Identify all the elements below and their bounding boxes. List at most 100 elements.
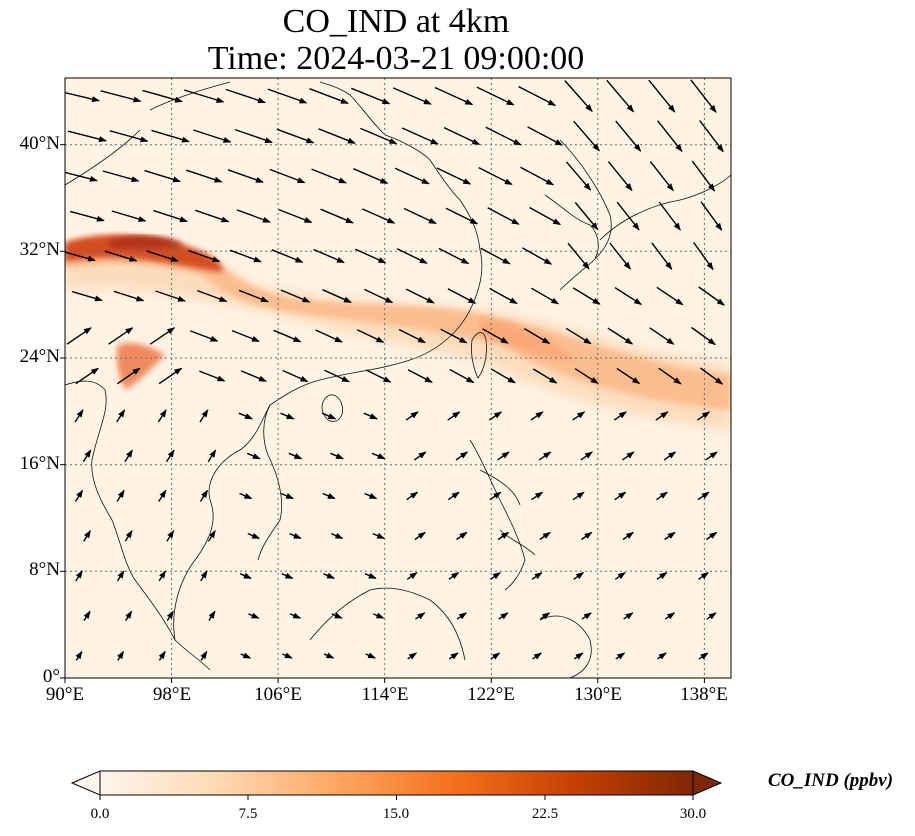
wind-arrow <box>622 451 635 461</box>
wind-arrow <box>693 242 714 271</box>
wind-arrow <box>615 120 642 152</box>
wind-arrow <box>155 290 186 302</box>
wind-arrow <box>497 451 510 461</box>
wind-arrow <box>113 290 145 302</box>
wind-arrow <box>530 411 544 421</box>
wind-arrow <box>365 652 377 659</box>
wind-arrow <box>74 489 84 502</box>
wind-arrow <box>193 129 232 143</box>
wind-arrow <box>158 650 166 661</box>
wind-arrow <box>614 491 627 501</box>
wind-arrow <box>153 209 188 223</box>
wind-arrow <box>199 409 209 423</box>
wind-arrow <box>149 327 176 345</box>
wind-arrow <box>572 411 586 421</box>
wind-arrow <box>480 247 511 265</box>
wind-arrow <box>531 572 543 580</box>
wind-arrow <box>353 168 389 184</box>
wind-arrow <box>488 411 503 421</box>
wind-arrow <box>456 612 468 620</box>
wind-arrow <box>83 610 91 621</box>
wind-arrow <box>532 652 543 660</box>
wind-arrow <box>75 570 83 582</box>
wind-arrow <box>322 289 352 303</box>
wind-arrow <box>311 168 347 184</box>
wind-arrow <box>443 126 481 146</box>
wind-arrow <box>280 412 295 420</box>
lat-label-32n: 32°N <box>19 239 60 260</box>
wind-arrow <box>125 610 133 621</box>
wind-arrow <box>414 531 426 541</box>
wind-arrow <box>398 328 426 344</box>
wind-arrow <box>365 369 392 383</box>
wind-arrow <box>124 529 133 542</box>
map-title-line1: CO_IND at 4km <box>282 3 510 40</box>
coastlines <box>65 81 731 678</box>
wind-arrow <box>523 327 551 345</box>
wind-arrow <box>351 87 391 105</box>
wind-arrow <box>269 168 306 184</box>
wind-arrow <box>309 88 349 104</box>
wind-arrow <box>606 79 635 113</box>
lon-label-114e: 114°E <box>361 684 409 705</box>
colorbar-tick-15: 15.0 <box>382 806 410 822</box>
wind-arrow <box>664 531 676 541</box>
wind-arrow <box>200 650 208 661</box>
wind-arrow <box>564 80 593 113</box>
wind-arrow <box>320 208 354 224</box>
wind-arrow <box>573 652 584 660</box>
wind-arrow <box>656 572 668 580</box>
wind-vectors <box>65 79 725 661</box>
wind-arrow <box>438 247 470 265</box>
colorbar-gradient <box>99 770 694 796</box>
wind-arrow <box>436 167 472 185</box>
wind-arrow <box>373 612 385 619</box>
lat-label-40n: 40°N <box>19 133 60 154</box>
co-hotspot-myanmar <box>116 343 165 390</box>
wind-arrow <box>207 449 217 463</box>
wind-arrow <box>658 367 682 385</box>
wind-arrow <box>158 570 166 582</box>
wind-arrow <box>392 87 432 105</box>
wind-arrow <box>238 289 269 303</box>
wind-arrow <box>71 290 103 302</box>
wind-arrow <box>656 286 684 306</box>
wind-arrow <box>574 368 599 384</box>
wind-arrow <box>449 368 475 384</box>
wind-arrow <box>227 169 264 183</box>
wind-arrow <box>282 369 309 383</box>
wind-arrow <box>183 89 225 103</box>
wind-arrow <box>67 130 107 142</box>
axis-ticks <box>60 144 705 683</box>
wind-arrow <box>522 247 553 265</box>
lon-label-138e: 138°E <box>680 684 728 705</box>
wind-arrow <box>394 167 430 185</box>
wind-arrow <box>406 491 419 501</box>
wind-arrow <box>324 369 350 383</box>
wind-arrow <box>158 367 183 385</box>
wind-arrow <box>288 452 303 460</box>
wind-arrow <box>199 489 208 502</box>
wind-arrow <box>406 572 418 580</box>
colorbar <box>70 770 723 800</box>
wind-arrow <box>447 491 460 501</box>
wind-arrow <box>313 248 345 264</box>
wind-arrow <box>189 330 219 342</box>
wind-arrow <box>330 532 344 540</box>
wind-arrow <box>364 572 377 579</box>
wind-arrow <box>697 491 710 501</box>
wind-arrow <box>539 531 551 541</box>
lat-label-16n: 16°N <box>19 453 60 474</box>
wind-arrow <box>622 531 635 541</box>
wind-arrow <box>396 248 428 264</box>
wind-arrow <box>699 119 724 153</box>
wind-arrow <box>75 650 83 661</box>
wind-arrow <box>407 369 433 383</box>
wind-arrow <box>448 652 459 660</box>
wind-arrow <box>518 85 557 107</box>
wind-arrow <box>565 327 592 345</box>
wind-arrow <box>447 411 461 421</box>
wind-arrow <box>651 242 673 270</box>
wind-arrow <box>520 166 555 186</box>
wind-arrow <box>69 210 105 222</box>
